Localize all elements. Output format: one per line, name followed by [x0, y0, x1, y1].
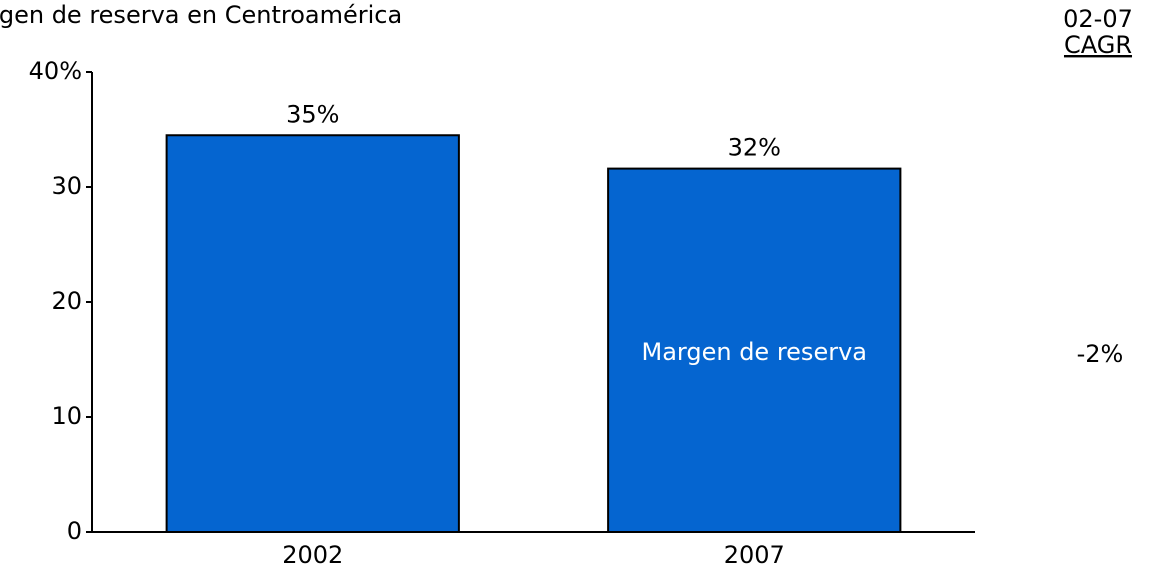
y-tick-label: 20: [51, 287, 82, 315]
chart-title: Margen de reserva en Centroamérica: [0, 1, 402, 29]
y-tick-label: 0: [67, 517, 82, 545]
series-label: Margen de reserva: [642, 338, 867, 366]
cagr-title: CAGR: [1064, 31, 1132, 59]
cagr-value: -2%: [1077, 340, 1124, 368]
cagr-header: 02-07: [1063, 5, 1133, 33]
y-tick-label: 10: [51, 402, 82, 430]
y-tick-label: 40%: [29, 57, 82, 85]
bar: [165, 134, 460, 533]
value-label: 32%: [728, 134, 781, 162]
y-tick-label: 30: [51, 172, 82, 200]
value-label: 35%: [286, 100, 339, 128]
x-tick-label: 2007: [724, 541, 785, 569]
x-tick-label: 2002: [282, 541, 343, 569]
